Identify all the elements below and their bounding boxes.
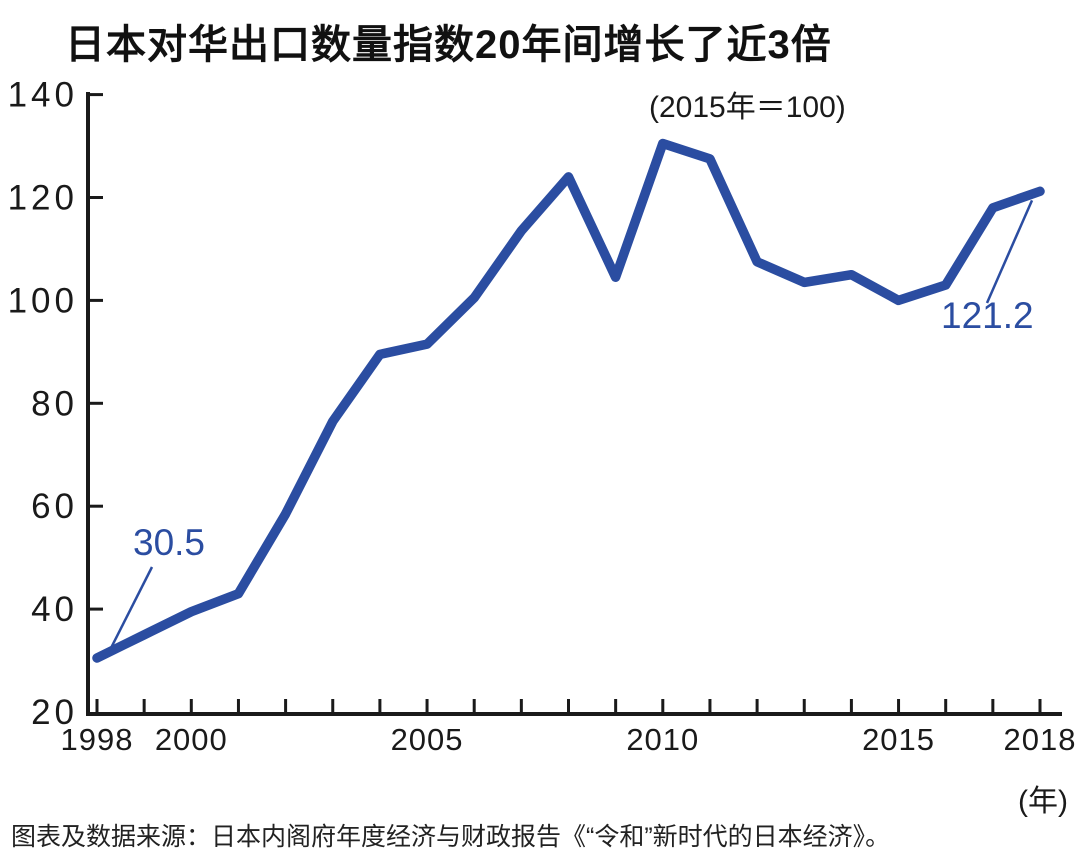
annotation-end-value: 121.2 (941, 295, 1034, 336)
callout-line-start (108, 566, 154, 651)
x-tick-label: 2015 (862, 722, 935, 757)
x-tick-label: 2018 (1004, 722, 1077, 757)
x-axis-unit-label: (年) (1018, 785, 1068, 818)
source-note: 图表及数据来源：日本内阁府年度经济与财政报告《“令和”新时代的日本经济》。 (11, 823, 891, 851)
y-tick-label: 120 (8, 179, 78, 218)
x-tick-label: 1998 (61, 722, 134, 757)
data-line (92, 138, 1045, 663)
y-tick-label: 140 (8, 76, 78, 115)
y-tick-label: 40 (31, 590, 78, 629)
annotation-start-value: 30.5 (133, 522, 206, 563)
y-tick-label: 20 (31, 693, 78, 732)
y-tick-label: 100 (8, 281, 78, 320)
callout-line-end (985, 199, 1034, 304)
y-tick-label: 80 (31, 384, 78, 423)
x-tick-label: 2000 (155, 722, 228, 757)
chart-title: 日本对华出口数量指数20年间增长了近3倍 (65, 23, 832, 67)
x-tick-label: 2005 (391, 722, 464, 757)
chart-subtitle: (2015年＝100) (649, 91, 846, 124)
x-tick-label: 2010 (626, 722, 699, 757)
y-tick-label: 60 (31, 487, 78, 526)
